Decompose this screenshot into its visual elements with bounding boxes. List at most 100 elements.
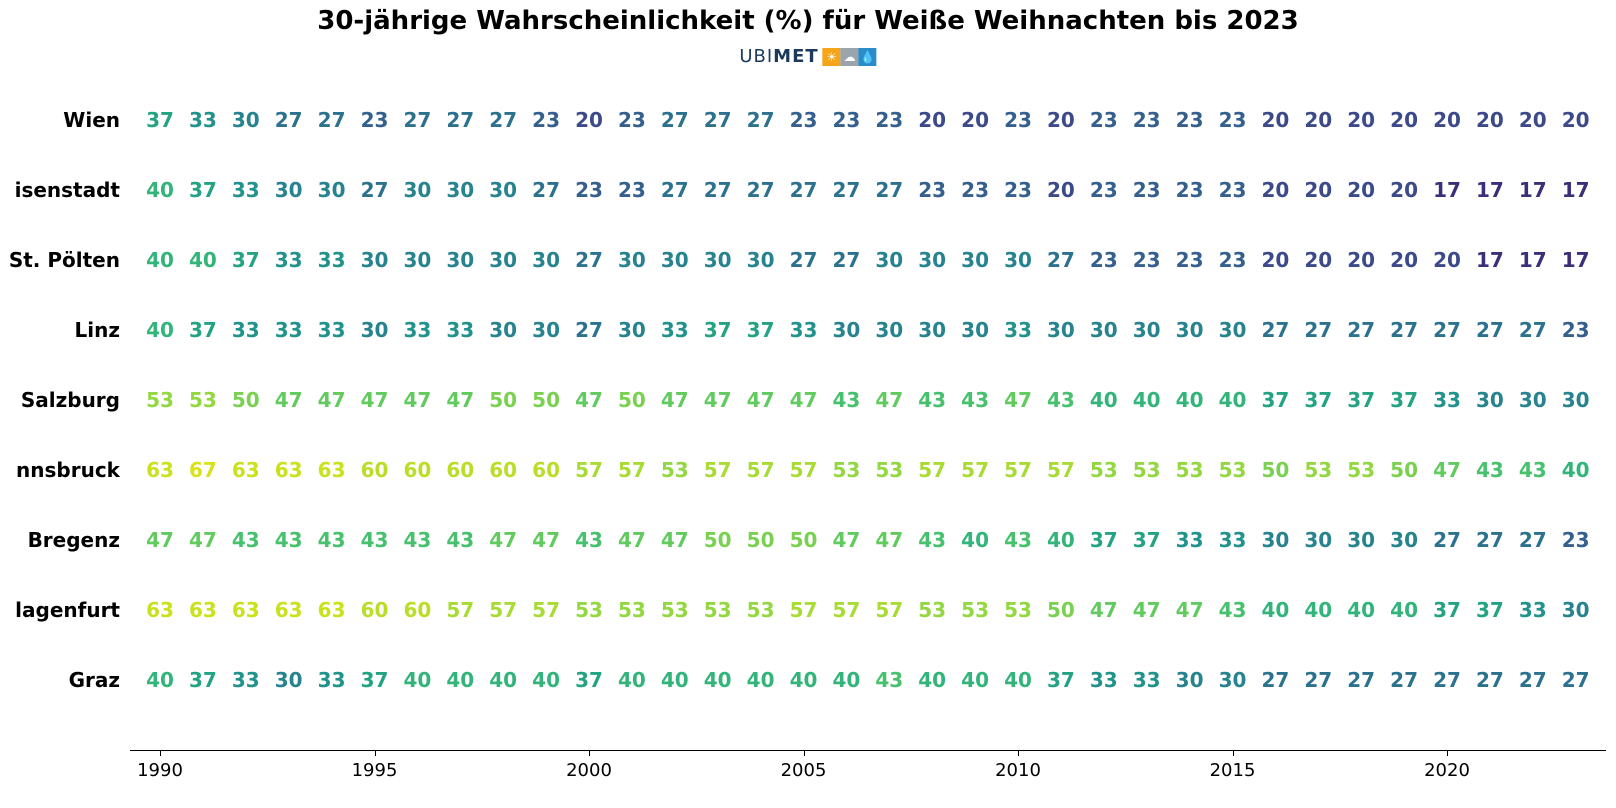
heatmap-cell: 23 (1090, 108, 1118, 132)
heatmap-cell: 63 (146, 458, 174, 482)
heatmap-cell: 40 (704, 668, 732, 692)
heatmap-cell: 30 (403, 178, 431, 202)
heatmap-cell: 27 (1476, 528, 1504, 552)
heatmap-cell: 30 (704, 248, 732, 272)
heatmap-cell: 50 (1390, 458, 1418, 482)
heatmap-cell: 30 (1562, 598, 1590, 622)
heatmap-cell: 27 (318, 108, 346, 132)
heatmap-cell: 23 (1133, 108, 1161, 132)
heatmap-cell: 30 (661, 248, 689, 272)
heatmap-cell: 47 (875, 528, 903, 552)
heatmap-cell: 27 (446, 108, 474, 132)
heatmap-cell: 53 (1347, 458, 1375, 482)
heatmap-cell: 30 (1562, 388, 1590, 412)
heatmap-cell: 57 (790, 458, 818, 482)
heatmap-cell: 63 (146, 598, 174, 622)
heatmap-cell: 23 (1562, 318, 1590, 342)
heatmap-cell: 20 (1433, 108, 1461, 132)
heatmap-cell: 30 (1390, 528, 1418, 552)
heatmap-cell: 33 (275, 248, 303, 272)
heatmap-cell: 23 (790, 108, 818, 132)
heatmap-cell: 30 (832, 318, 860, 342)
heatmap-cell: 50 (790, 528, 818, 552)
heatmap-cell: 20 (1047, 108, 1075, 132)
heatmap-cell: 40 (446, 668, 474, 692)
heatmap-cell: 57 (832, 598, 860, 622)
heatmap-cell: 30 (1176, 668, 1204, 692)
heatmap-cell: 53 (575, 598, 603, 622)
heatmap-cell: 23 (361, 108, 389, 132)
heatmap-cell: 50 (618, 388, 646, 412)
heatmap-cell: 30 (1004, 248, 1032, 272)
heatmap-cell: 47 (832, 528, 860, 552)
heatmap-cell: 33 (446, 318, 474, 342)
heatmap-cell: 33 (189, 108, 217, 132)
heatmap-cell: 53 (661, 458, 689, 482)
heatmap-cell: 30 (918, 248, 946, 272)
heatmap-cell: 47 (1090, 598, 1118, 622)
heatmap-cell: 27 (875, 178, 903, 202)
heatmap-cell: 53 (1090, 458, 1118, 482)
ubimet-logo: UBIMET ☀ ☁ 💧 (739, 46, 876, 67)
heatmap-cell: 33 (1004, 318, 1032, 342)
heatmap-cell: 27 (1519, 318, 1547, 342)
heatmap-cell: 57 (446, 598, 474, 622)
heatmap-cell: 20 (1304, 248, 1332, 272)
heatmap-cell: 50 (747, 528, 775, 552)
heatmap-cell: 17 (1519, 178, 1547, 202)
heatmap-cell: 63 (275, 598, 303, 622)
heatmap-cell: 47 (618, 528, 646, 552)
heatmap-cell: 20 (1347, 178, 1375, 202)
heatmap-cell: 60 (403, 458, 431, 482)
heatmap-cell: 27 (747, 178, 775, 202)
heatmap-cell: 27 (1347, 668, 1375, 692)
heatmap-cell: 47 (146, 528, 174, 552)
heatmap-cell: 40 (489, 668, 517, 692)
x-tick (589, 750, 590, 756)
heatmap-cell: 33 (1133, 668, 1161, 692)
heatmap-cell: 40 (1176, 388, 1204, 412)
heatmap-cell: 57 (747, 458, 775, 482)
heatmap-cell: 27 (403, 108, 431, 132)
heatmap-cell: 30 (446, 248, 474, 272)
heatmap-cell: 23 (1219, 248, 1247, 272)
heatmap-cell: 27 (361, 178, 389, 202)
heatmap-cell: 47 (403, 388, 431, 412)
heatmap-cell: 40 (961, 528, 989, 552)
heatmap-cell: 20 (1261, 108, 1289, 132)
heatmap-cell: 43 (1004, 528, 1032, 552)
heatmap-cell: 47 (489, 528, 517, 552)
heatmap-cell: 40 (146, 248, 174, 272)
heatmap-cell: 20 (1390, 178, 1418, 202)
heatmap-cell: 33 (232, 668, 260, 692)
heatmap-cell: 23 (1090, 178, 1118, 202)
heatmap-cell: 30 (489, 248, 517, 272)
heatmap-cell: 23 (1219, 178, 1247, 202)
heatmap-cell: 20 (1047, 178, 1075, 202)
heatmap-cell: 37 (1090, 528, 1118, 552)
heatmap-cell: 47 (875, 388, 903, 412)
heatmap-cell: 23 (1133, 248, 1161, 272)
heatmap-cell: 40 (1304, 598, 1332, 622)
heatmap-cell: 57 (704, 458, 732, 482)
heatmap-cell: 57 (575, 458, 603, 482)
heatmap-cell: 30 (961, 248, 989, 272)
heatmap-cell: 17 (1476, 248, 1504, 272)
heatmap-cell: 57 (875, 598, 903, 622)
heatmap-cell: 27 (1562, 668, 1590, 692)
x-tick (160, 750, 161, 756)
heatmap-cell: 27 (575, 248, 603, 272)
heatmap-cell: 43 (446, 528, 474, 552)
heatmap-cell: 30 (875, 248, 903, 272)
heatmap-cell: 40 (1133, 388, 1161, 412)
heatmap-cell: 57 (790, 598, 818, 622)
heatmap-cell: 20 (1519, 108, 1547, 132)
heatmap-cell: 30 (275, 178, 303, 202)
x-tick (1018, 750, 1019, 756)
heatmap-cell: 30 (618, 248, 646, 272)
heatmap-cell: 37 (232, 248, 260, 272)
heatmap-cell: 43 (403, 528, 431, 552)
heatmap-cell: 30 (275, 668, 303, 692)
heatmap-cell: 43 (875, 668, 903, 692)
city-label: lagenfurt (0, 598, 120, 622)
